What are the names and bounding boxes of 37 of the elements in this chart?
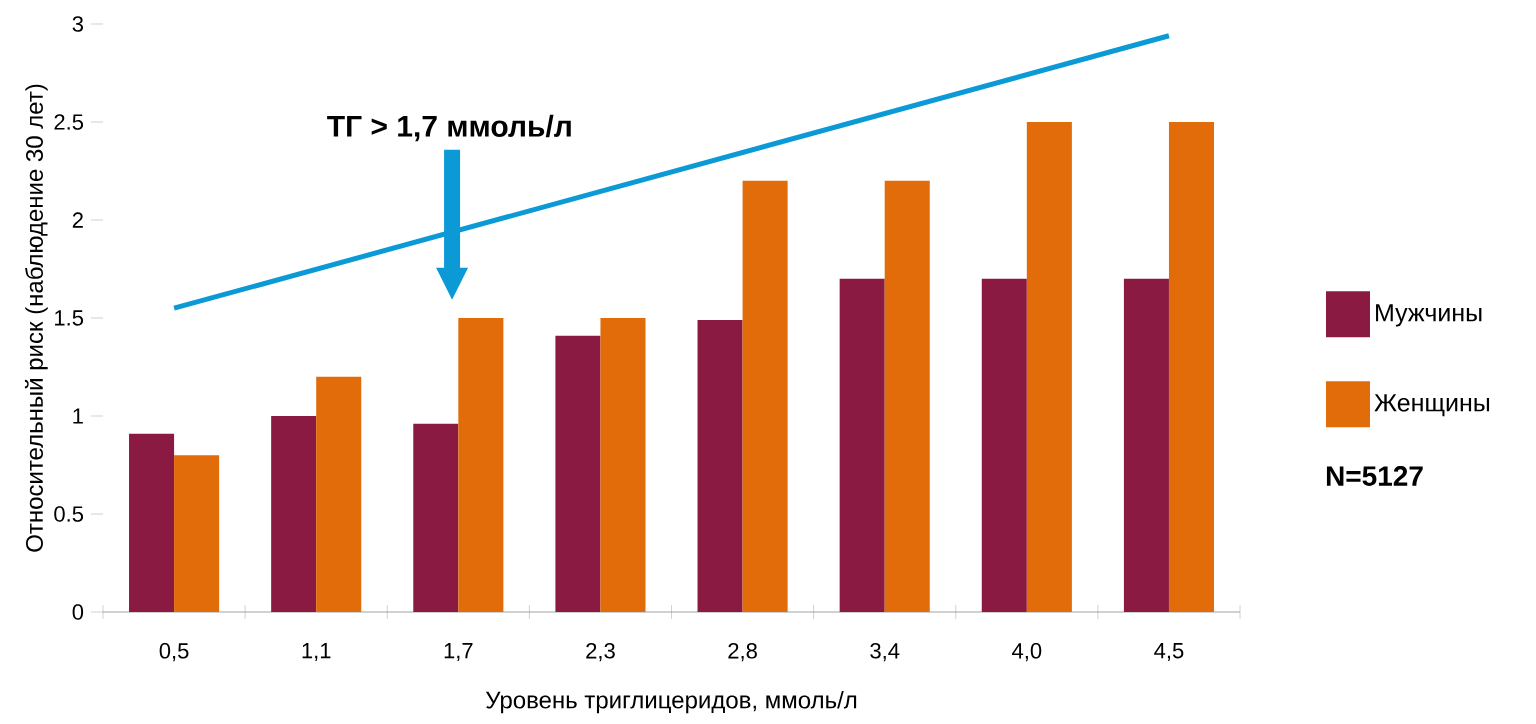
bar <box>1026 121 1072 612</box>
legend-label: Мужчины <box>1376 304 1482 327</box>
bar <box>1123 278 1169 612</box>
y-axis-title: Относительный риск (наблюдение 30 лет) <box>24 84 48 552</box>
bar <box>555 335 601 612</box>
x-tick-label: 2,8 <box>728 643 757 662</box>
bar <box>600 318 646 612</box>
y-tick-label: 2.5 <box>54 114 84 130</box>
x-tick-label: 4,5 <box>1154 643 1184 661</box>
bar <box>413 423 459 612</box>
bar <box>742 180 788 612</box>
text: N=5127 <box>1326 466 1423 486</box>
y-tick-label: 1 <box>73 408 83 424</box>
x-tick-label: 1,7 <box>444 643 473 661</box>
x-tick-label: 3,4 <box>870 643 900 662</box>
bar <box>884 180 930 612</box>
x-tick-label: 2,3 <box>586 643 615 662</box>
y-tick-label: 1.5 <box>55 310 84 326</box>
bar <box>981 278 1027 612</box>
x-tick-label: 0,5 <box>159 643 189 662</box>
annotation: ТГ > 1,7 ммоль/л <box>327 114 571 142</box>
x-axis-title: Уровень триглицеридов, ммоль/л <box>485 690 857 714</box>
y-tick-label: 0.5 <box>54 506 84 522</box>
bar <box>271 416 317 612</box>
y-tick-label: 0 <box>72 604 84 620</box>
x-tick-label: 1,1 <box>302 643 331 661</box>
bar <box>697 319 743 612</box>
y-tick-label: 3 <box>72 16 84 32</box>
bar <box>316 376 362 612</box>
bar <box>839 278 885 612</box>
bar <box>1168 121 1215 612</box>
x-tick-label: 4,0 <box>1012 643 1042 662</box>
legend-label: Женщины <box>1374 394 1490 417</box>
bar <box>458 318 504 612</box>
bar <box>174 455 220 612</box>
bar <box>129 433 175 612</box>
y-tick-label: 2 <box>72 212 83 228</box>
